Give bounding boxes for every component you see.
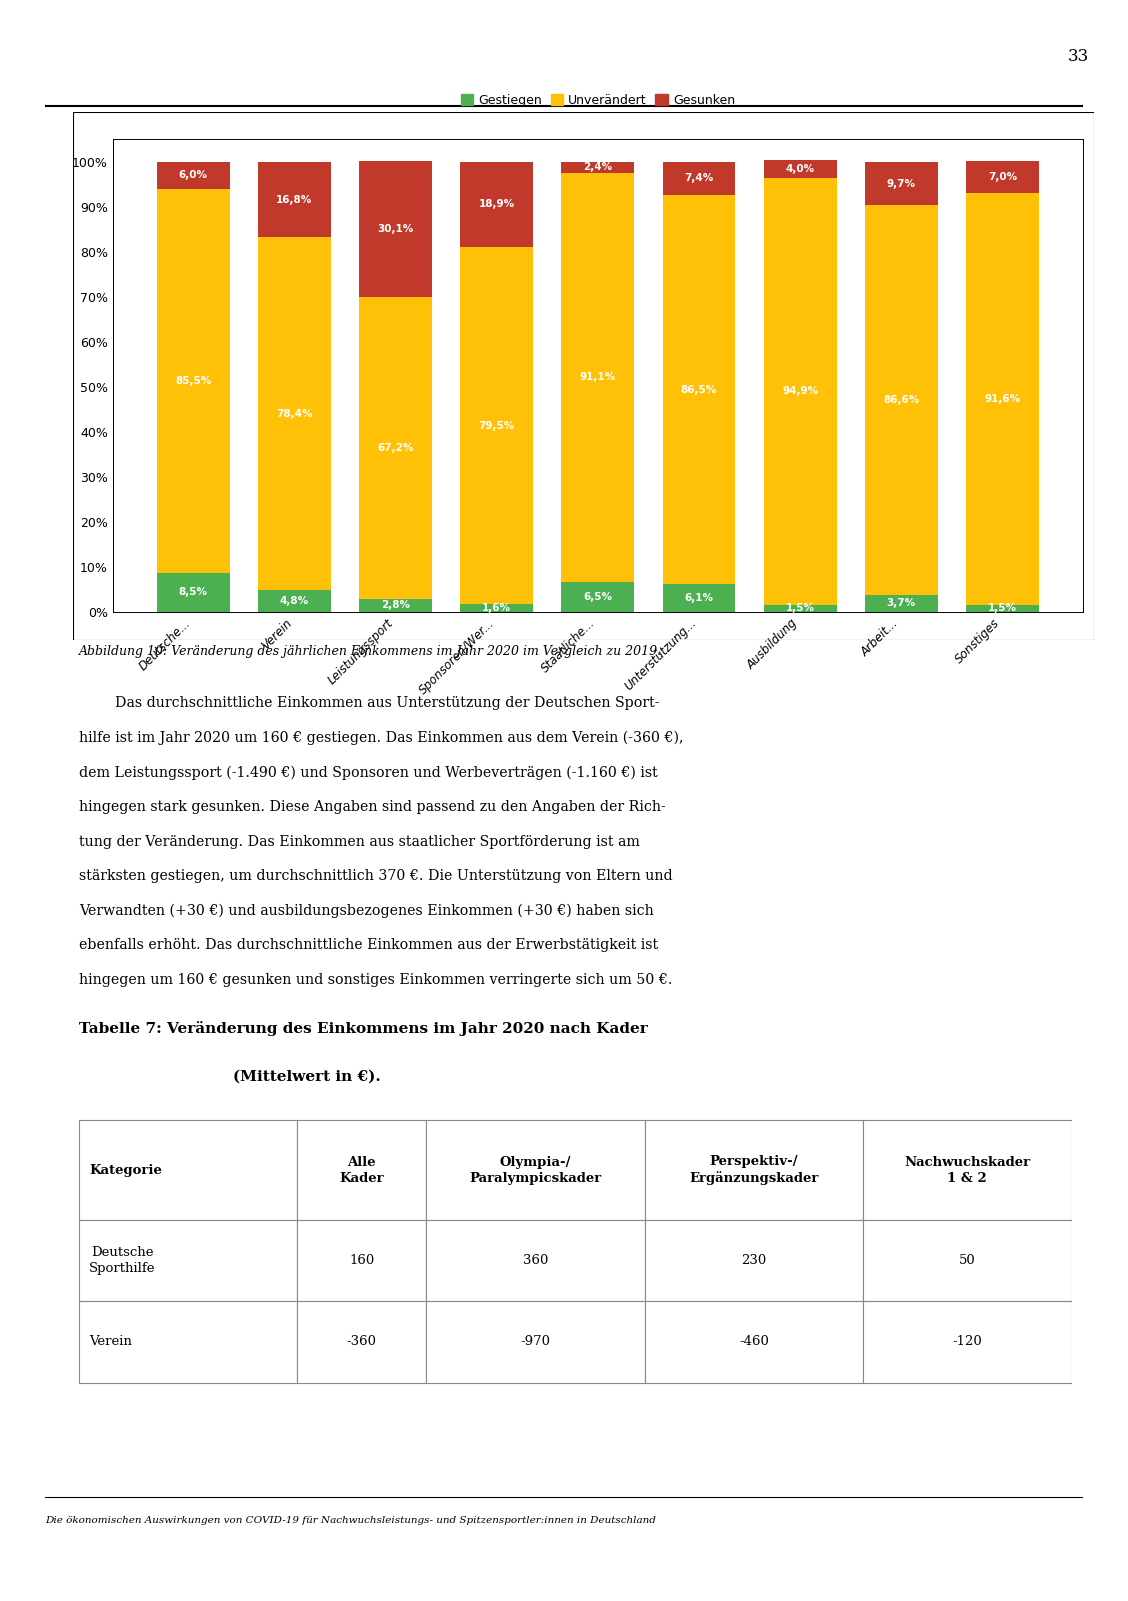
Text: 7,0%: 7,0% <box>988 171 1017 183</box>
Text: 2,4%: 2,4% <box>583 162 613 173</box>
Bar <box>764 605 837 612</box>
Bar <box>460 605 534 612</box>
Text: 1,6%: 1,6% <box>482 604 511 613</box>
Text: 86,5%: 86,5% <box>681 384 717 394</box>
Bar <box>865 596 937 612</box>
Text: 4,8%: 4,8% <box>280 596 309 605</box>
Bar <box>359 599 432 612</box>
Text: 3,7%: 3,7% <box>887 599 916 608</box>
Text: 91,6%: 91,6% <box>985 394 1021 403</box>
Text: 7,4%: 7,4% <box>685 173 714 184</box>
Text: 2,8%: 2,8% <box>381 600 411 610</box>
Text: dem Leistungssport (-1.490 €) und Sponsoren und Werbeverträgen (-1.160 €) ist: dem Leistungssport (-1.490 €) und Sponso… <box>79 765 658 780</box>
Bar <box>258 237 331 591</box>
Text: 67,2%: 67,2% <box>378 443 414 453</box>
Text: -360: -360 <box>347 1335 377 1348</box>
Text: 33: 33 <box>1067 48 1089 64</box>
Text: -460: -460 <box>739 1335 769 1348</box>
Bar <box>298 1121 426 1220</box>
Bar <box>157 189 230 573</box>
Text: 4,0%: 4,0% <box>785 163 814 175</box>
Bar <box>764 160 837 178</box>
Text: 94,9%: 94,9% <box>782 386 818 397</box>
Bar <box>966 605 1039 612</box>
Text: 6,0%: 6,0% <box>179 170 208 181</box>
Text: 50: 50 <box>959 1254 976 1268</box>
Text: 9,7%: 9,7% <box>887 179 916 189</box>
Text: 85,5%: 85,5% <box>175 376 211 386</box>
Bar <box>258 162 331 237</box>
Bar <box>645 1220 863 1302</box>
Bar <box>157 573 230 612</box>
Text: Deutsche
Sporthilfe: Deutsche Sporthilfe <box>89 1246 156 1276</box>
Bar <box>966 192 1039 605</box>
Bar <box>79 1121 298 1220</box>
Text: Olympia-/
Paralympicskader: Olympia-/ Paralympicskader <box>469 1156 601 1185</box>
Bar <box>662 584 735 612</box>
Text: Die ökonomischen Auswirkungen von COVID-19 für Nachwuchsleistungs- und Spitzensp: Die ökonomischen Auswirkungen von COVID-… <box>45 1516 656 1524</box>
Bar <box>298 1302 426 1383</box>
Bar <box>863 1121 1072 1220</box>
Text: 160: 160 <box>350 1254 374 1268</box>
Text: Verwandten (+30 €) und ausbildungsbezogenes Einkommen (+30 €) haben sich: Verwandten (+30 €) und ausbildungsbezoge… <box>79 903 654 917</box>
Text: hingegen stark gesunken. Diese Angaben sind passend zu den Angaben der Rich-: hingegen stark gesunken. Diese Angaben s… <box>79 800 666 813</box>
Bar <box>863 1302 1072 1383</box>
Text: 78,4%: 78,4% <box>276 408 312 419</box>
Bar <box>426 1220 645 1302</box>
Text: 360: 360 <box>523 1254 548 1268</box>
Legend: Gestiegen, Unverändert, Gesunken: Gestiegen, Unverändert, Gesunken <box>456 90 740 112</box>
Bar <box>662 162 735 195</box>
Bar <box>460 247 534 605</box>
Bar <box>426 1302 645 1383</box>
Text: 18,9%: 18,9% <box>478 199 514 210</box>
Text: (Mittelwert in €).: (Mittelwert in €). <box>232 1069 380 1084</box>
Text: 1,5%: 1,5% <box>988 604 1016 613</box>
Bar <box>258 591 331 612</box>
Text: tung der Veränderung. Das Einkommen aus staatlicher Sportförderung ist am: tung der Veränderung. Das Einkommen aus … <box>79 834 640 849</box>
Text: -120: -120 <box>952 1335 982 1348</box>
Bar <box>865 205 937 596</box>
Text: hilfe ist im Jahr 2020 um 160 € gestiegen. Das Einkommen aus dem Verein (-360 €): hilfe ist im Jahr 2020 um 160 € gestiege… <box>79 732 684 746</box>
Bar <box>426 1121 645 1220</box>
Text: 1,5%: 1,5% <box>785 604 814 613</box>
Text: Perspektiv-/
Ergänzungskader: Perspektiv-/ Ergänzungskader <box>689 1156 819 1185</box>
Text: 16,8%: 16,8% <box>276 195 312 205</box>
Text: 230: 230 <box>741 1254 767 1268</box>
Text: 6,1%: 6,1% <box>685 592 714 604</box>
Bar <box>645 1121 863 1220</box>
Bar <box>645 1302 863 1383</box>
Text: Alle
Kader: Alle Kader <box>340 1156 385 1185</box>
Bar <box>562 162 634 173</box>
Text: 30,1%: 30,1% <box>378 224 414 234</box>
Text: Verein: Verein <box>89 1335 132 1348</box>
Bar <box>157 162 230 189</box>
Bar <box>865 162 937 205</box>
Text: Nachwuchskader
1 & 2: Nachwuchskader 1 & 2 <box>905 1156 1031 1185</box>
Text: Das durchschnittliche Einkommen aus Unterstützung der Deutschen Sport-: Das durchschnittliche Einkommen aus Unte… <box>79 696 660 711</box>
Bar <box>966 162 1039 192</box>
Text: stärksten gestiegen, um durchschnittlich 370 €. Die Unterstützung von Eltern und: stärksten gestiegen, um durchschnittlich… <box>79 869 672 884</box>
Text: 8,5%: 8,5% <box>179 588 208 597</box>
Text: hingegen um 160 € gesunken und sonstiges Einkommen verringerte sich um 50 €.: hingegen um 160 € gesunken und sonstiges… <box>79 973 672 986</box>
Bar <box>562 583 634 612</box>
Text: 86,6%: 86,6% <box>883 395 919 405</box>
Text: Abbildung 10: Veränderung des jährlichen Einkommens im Jahr 2020 im Vergleich zu: Abbildung 10: Veränderung des jährlichen… <box>79 645 662 658</box>
Bar <box>764 178 837 605</box>
Bar <box>79 1302 298 1383</box>
Bar <box>662 195 735 584</box>
Text: -970: -970 <box>521 1335 550 1348</box>
Bar <box>863 1220 1072 1302</box>
Text: Kategorie: Kategorie <box>89 1164 161 1177</box>
Bar <box>359 296 432 599</box>
Bar <box>460 162 534 247</box>
Text: 6,5%: 6,5% <box>583 592 613 602</box>
Bar <box>562 173 634 583</box>
Text: ebenfalls erhöht. Das durchschnittliche Einkommen aus der Erwerbstätigkeit ist: ebenfalls erhöht. Das durchschnittliche … <box>79 938 658 953</box>
Bar <box>359 162 432 296</box>
Text: 91,1%: 91,1% <box>580 373 616 383</box>
Text: Tabelle 7: Veränderung des Einkommens im Jahr 2020 nach Kader: Tabelle 7: Veränderung des Einkommens im… <box>79 1021 647 1036</box>
Bar <box>79 1220 298 1302</box>
Text: 79,5%: 79,5% <box>478 421 514 431</box>
Bar <box>298 1220 426 1302</box>
